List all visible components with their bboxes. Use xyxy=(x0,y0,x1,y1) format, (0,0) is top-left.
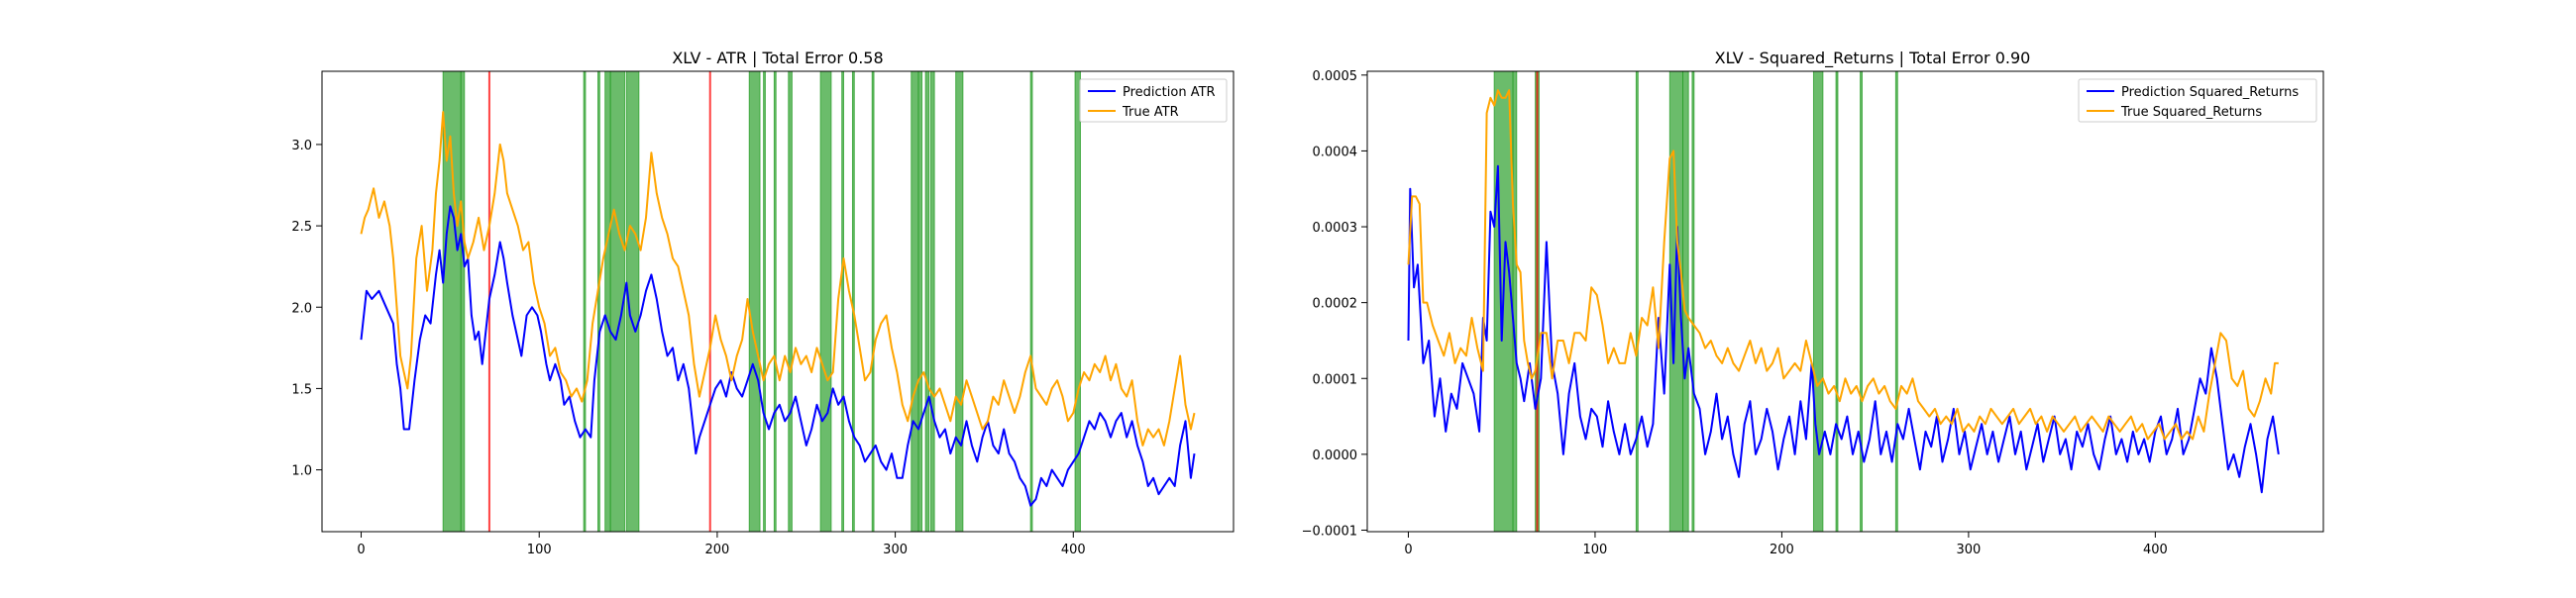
highlight-band xyxy=(955,70,964,533)
legend: Prediction ATR True ATR xyxy=(1079,78,1228,123)
highlight-band xyxy=(1512,70,1518,533)
y-tick-label: 0.0002 xyxy=(1313,297,1358,312)
x-tick-label: 200 xyxy=(1770,543,1794,557)
legend-box xyxy=(1079,78,1228,123)
y-tick-label: 0.0001 xyxy=(1313,372,1358,387)
x-tick-label: 300 xyxy=(883,543,908,557)
highlight-band xyxy=(871,70,875,533)
x-tick-label: 100 xyxy=(527,543,552,557)
highlight-band xyxy=(819,70,832,533)
highlight-band xyxy=(924,70,930,533)
highlight-band xyxy=(1812,70,1824,533)
legend-box xyxy=(2078,78,2317,123)
highlight-band xyxy=(930,70,935,533)
x-tick-label: 0 xyxy=(1404,543,1412,557)
y-tick-label: 2.0 xyxy=(291,301,312,316)
x-tick-label: 400 xyxy=(2143,543,2168,557)
chart-title: XLV - Squared_Returns | Total Error 0.90 xyxy=(1715,49,2031,68)
highlight-band xyxy=(841,70,844,533)
highlight-band xyxy=(604,70,611,533)
highlight-band xyxy=(460,70,466,533)
highlight-band xyxy=(1894,70,1898,533)
series-layer xyxy=(1407,89,2280,494)
y-tick-label: 0.0004 xyxy=(1313,145,1358,159)
plot-frame xyxy=(1366,70,2324,533)
series-line-prediction xyxy=(360,205,1196,507)
highlight-band xyxy=(1635,70,1639,533)
legend: Prediction Squared_Returns True Squared_… xyxy=(2078,78,2317,123)
chart-title: XLV - ATR | Total Error 0.58 xyxy=(672,49,883,67)
band-layer xyxy=(1493,70,1898,533)
x-tick-label: 0 xyxy=(357,543,365,557)
y-tick-label: 3.0 xyxy=(291,139,312,153)
highlight-band xyxy=(773,70,777,533)
series-line-true xyxy=(360,111,1196,447)
y-tick-label: 0.0000 xyxy=(1313,448,1358,463)
legend-label-prediction-atr: Prediction ATR xyxy=(1123,85,1216,100)
highlight-band xyxy=(1860,70,1863,533)
highlight-band xyxy=(1074,70,1081,533)
highlight-band xyxy=(583,70,587,533)
highlight-band xyxy=(1691,70,1695,533)
highlight-band xyxy=(597,70,600,533)
x-tick-label: 300 xyxy=(1956,543,1981,557)
y-tick-label: 0.0005 xyxy=(1313,69,1358,84)
y-tick-label: 2.5 xyxy=(291,220,312,235)
highlight-band xyxy=(1835,70,1839,533)
highlight-band xyxy=(851,70,855,533)
series-line-true xyxy=(1407,89,2279,441)
highlight-band xyxy=(1029,70,1033,533)
highlight-band xyxy=(917,70,923,533)
x-axis-ticks: 0 100 200 300 400 xyxy=(357,532,1086,557)
squared-returns-chart-panel: XLV - Squared_Returns | Total Error 0.90… xyxy=(1302,49,2324,557)
legend-label-true-atr: True ATR xyxy=(1122,105,1179,120)
highlight-band xyxy=(763,70,766,533)
series-layer xyxy=(360,111,1196,507)
x-axis-ticks: 0 100 200 300 400 xyxy=(1404,532,2168,557)
highlight-band xyxy=(748,70,761,533)
highlight-band xyxy=(788,70,793,533)
legend-label-true-squared-returns: True Squared_Returns xyxy=(2120,105,2262,120)
y-axis-ticks: −0.0001 0.0000 0.0001 0.0002 0.0003 0.0004 0.0… xyxy=(1302,69,1367,539)
x-tick-label: 400 xyxy=(1061,543,1086,557)
plot-frame xyxy=(321,70,1234,533)
y-tick-label: −0.0001 xyxy=(1302,524,1357,539)
legend-label-prediction-squared-returns: Prediction Squared_Returns xyxy=(2121,85,2299,100)
highlight-band xyxy=(911,70,919,533)
x-tick-label: 200 xyxy=(704,543,729,557)
atr-chart-panel: XLV - ATR | Total Error 0.58 0 100 200 300 4… xyxy=(291,49,1234,557)
y-axis-ticks: 1.0 1.5 2.0 2.5 3.0 xyxy=(291,139,322,479)
y-tick-label: 1.0 xyxy=(291,464,312,479)
y-tick-label: 1.5 xyxy=(291,382,312,397)
y-tick-label: 0.0003 xyxy=(1313,221,1358,236)
x-tick-label: 100 xyxy=(1583,543,1608,557)
